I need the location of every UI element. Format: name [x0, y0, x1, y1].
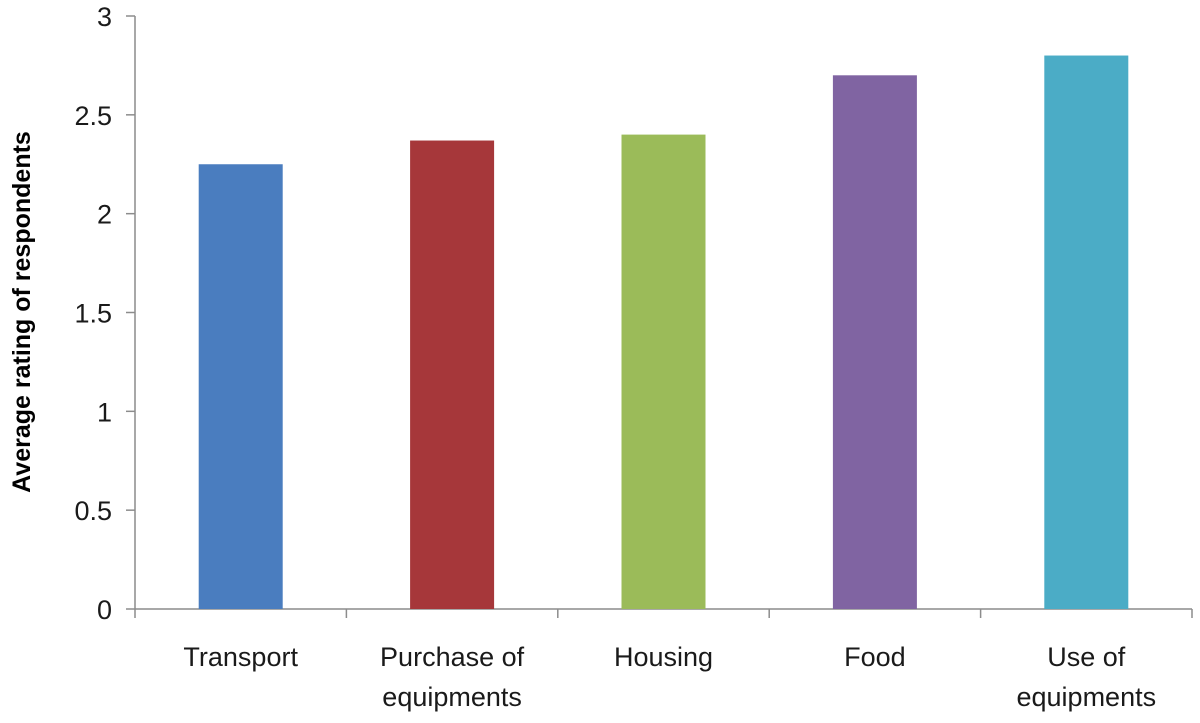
y-tick-label: 2.5	[74, 101, 112, 131]
x-category-label: Use of equipments	[1017, 642, 1157, 712]
bar	[621, 134, 706, 609]
x-category-label: Purchase of equipments	[380, 642, 525, 712]
bar	[410, 140, 495, 609]
y-tick-label: 3	[97, 2, 112, 32]
bar	[1044, 55, 1129, 610]
y-tick-label: 1.5	[74, 299, 112, 329]
y-tick-label: 1	[97, 397, 112, 427]
y-axis-title-group: Average rating of respondents	[8, 131, 36, 493]
y-tick-label: 0.5	[74, 496, 112, 526]
bar	[198, 164, 283, 609]
x-category-label: Food	[844, 642, 906, 672]
y-tick-label: 2	[97, 200, 112, 230]
y-tick-labels: 0 0.5 1 1.5 2 2.5 3	[74, 2, 112, 625]
bar	[832, 75, 917, 610]
y-tick-label: 0	[97, 595, 112, 625]
axes	[126, 15, 1193, 618]
x-category-label: Housing	[614, 642, 713, 672]
y-axis-title: Average rating of respondents	[8, 131, 36, 493]
x-category-label: Transport	[183, 642, 298, 672]
bars	[198, 55, 1129, 610]
category-labels: Transport Purchase of equipments Housing Foo…	[183, 642, 1156, 712]
